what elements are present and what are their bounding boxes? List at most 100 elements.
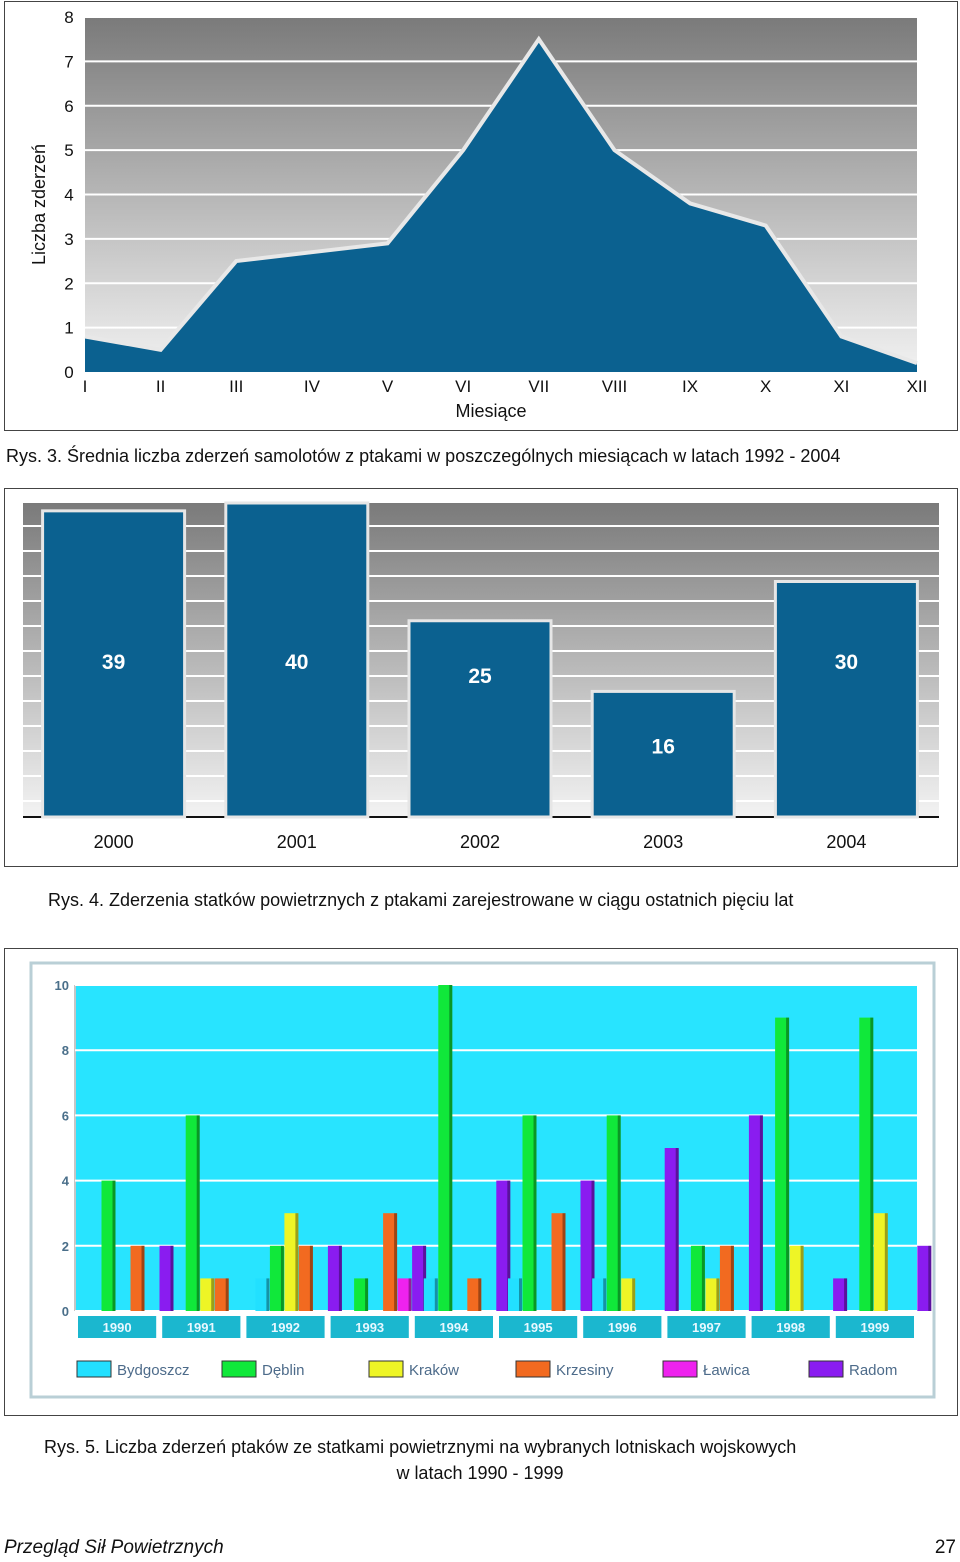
chart1-y-tick-label: 6 bbox=[64, 97, 73, 116]
chart2-x-tick-label: 2000 bbox=[94, 832, 134, 852]
chart3-bar-krzesiny bbox=[214, 1278, 229, 1311]
chart3-bar-shadow bbox=[675, 1148, 679, 1311]
chart1-x-tick-label: VIII bbox=[602, 377, 628, 396]
chart3-x-tick-label: 1991 bbox=[187, 1320, 216, 1335]
chart3-bar-shadow bbox=[519, 1278, 522, 1311]
chart3-legend-swatch-dęblin bbox=[221, 1360, 257, 1378]
chart3-bar-radom bbox=[748, 1115, 763, 1311]
chart1-y-tick-label: 1 bbox=[64, 319, 73, 338]
chart3-y-tick-label: 2 bbox=[62, 1239, 69, 1254]
chart1-y-tick-label: 5 bbox=[64, 141, 73, 160]
chart3-bar-shadow bbox=[394, 1213, 398, 1311]
chart2-bar-value-label: 16 bbox=[652, 735, 675, 758]
chart1-x-tick-label: VII bbox=[528, 377, 549, 396]
chart1-x-tick-label: IV bbox=[304, 377, 321, 396]
chart2-bar-value-label: 40 bbox=[285, 651, 308, 674]
chart3-x-tick-label: 1996 bbox=[608, 1320, 637, 1335]
chart3-bar-shadow bbox=[408, 1278, 412, 1311]
chart2-bar-value-label: 39 bbox=[102, 651, 125, 674]
chart3-bar-krzesiny bbox=[467, 1278, 482, 1311]
figure-4-panel: 39 2000 40 2001 25 2002 16 2003 30 2004 bbox=[4, 488, 958, 867]
chart3-legend-swatch-ławica bbox=[662, 1360, 698, 1378]
chart3-bar-shadow bbox=[786, 1017, 790, 1311]
chart3-year-box bbox=[751, 1316, 830, 1338]
chart2-x-tick-label: 2004 bbox=[826, 832, 866, 852]
chart3-legend-swatch-bydgoszcz bbox=[76, 1360, 112, 1378]
chart2-bar bbox=[590, 689, 736, 819]
chart3-bar-shadow bbox=[884, 1213, 888, 1311]
chart3-bar-radom bbox=[327, 1245, 342, 1311]
chart3-bar-shadow bbox=[870, 1017, 874, 1311]
chart3-bar-dęblin bbox=[354, 1278, 369, 1311]
chart3-bar-shadow bbox=[632, 1278, 636, 1311]
chart3-bar-krzesiny bbox=[551, 1213, 566, 1311]
chart1-x-tick-label: XI bbox=[833, 377, 849, 396]
chart3-bar-kraków bbox=[789, 1245, 804, 1311]
chart3-bar-bydgoszcz bbox=[255, 1278, 270, 1311]
chart3-legend-swatch-krzesiny bbox=[515, 1360, 551, 1378]
chart1-y-tick-label: 0 bbox=[64, 363, 73, 382]
chart2-bar bbox=[41, 509, 187, 819]
chart3-legend-label: Bydgoszcz bbox=[117, 1362, 190, 1379]
chart1-area-fill bbox=[85, 39, 917, 372]
chart3-legend-label: Ławica bbox=[703, 1362, 750, 1379]
chart3-bar-bydgoszcz bbox=[508, 1278, 522, 1311]
chart3-legend-label: Krzesiny bbox=[556, 1362, 614, 1379]
chart3-bar-dęblin bbox=[438, 985, 453, 1311]
chart1-y-axis-title: Liczba zderzeń bbox=[29, 144, 49, 265]
chart3-bar-shadow bbox=[701, 1245, 705, 1311]
chart3-legend-swatch-radom bbox=[808, 1360, 844, 1378]
chart3-year-box bbox=[78, 1316, 157, 1338]
figure-5-panel: 0 2 4 6 8 10 1990 1991 1992 1993 1994 1995 1996 1997 1… bbox=[4, 948, 958, 1416]
chart3-bar-dęblin bbox=[775, 1017, 790, 1311]
chart3-x-tick-label: 1993 bbox=[355, 1320, 384, 1335]
page-number: 27 bbox=[934, 1537, 956, 1558]
chart2-bar bbox=[407, 619, 553, 819]
chart1-x-tick-label: XII bbox=[907, 377, 928, 396]
chart2-bar-value-label: 25 bbox=[468, 665, 492, 688]
chart3-bar-krzesiny bbox=[719, 1245, 734, 1311]
chart3-x-tick-label: 1995 bbox=[524, 1320, 553, 1335]
caption-fig5-line1: Rys. 5. Liczba zderzeń ptaków ze statkam… bbox=[44, 1437, 797, 1457]
chart3-bar-shadow bbox=[928, 1245, 932, 1311]
chart3-bar-shadow bbox=[449, 985, 453, 1311]
chart2-x-tick-label: 2001 bbox=[277, 832, 317, 852]
chart3-bar-shadow bbox=[562, 1213, 566, 1311]
chart3-bar-kraków bbox=[284, 1213, 299, 1311]
chart3-bar-shadow bbox=[434, 1278, 438, 1311]
bar-chart-airfields: 0 2 4 6 8 10 1990 1991 1992 1993 1994 1995 1996 1997 1… bbox=[29, 961, 936, 1399]
chart3-bar-shadow bbox=[295, 1213, 299, 1311]
chart1-x-tick-label: I bbox=[83, 377, 88, 396]
chart1-x-tick-label: VI bbox=[455, 377, 471, 396]
chart1-y-tick-label: 7 bbox=[64, 52, 73, 71]
chart2-bar-value-label: 30 bbox=[835, 651, 858, 674]
chart3-bar-shadow bbox=[365, 1278, 369, 1311]
chart3-x-tick-label: 1997 bbox=[692, 1320, 721, 1335]
chart3-x-tick-label: 1990 bbox=[103, 1320, 132, 1335]
chart3-bar-radom bbox=[664, 1148, 679, 1311]
chart3-bar-dęblin bbox=[185, 1115, 200, 1311]
chart3-y-tick-label: 6 bbox=[62, 1108, 69, 1123]
bar-chart-yearly-collisions: 39 2000 40 2001 25 2002 16 2003 30 2004 bbox=[23, 501, 939, 852]
chart3-bar-shadow bbox=[309, 1245, 313, 1311]
chart3-bar-ławica bbox=[397, 1278, 412, 1311]
chart3-year-box bbox=[414, 1316, 493, 1338]
chart3-bar-shadow bbox=[716, 1278, 720, 1311]
chart3-bar-shadow bbox=[141, 1245, 145, 1311]
journal-title: Przegląd Sił Powietrznych bbox=[4, 1537, 224, 1558]
chart3-bar-radom bbox=[580, 1180, 595, 1311]
chart3-bar-radom bbox=[159, 1245, 174, 1311]
chart3-legend-label: Kraków bbox=[409, 1362, 459, 1379]
caption-fig4: Rys. 4. Zderzenia statków powietrznych z… bbox=[48, 890, 794, 910]
chart1-x-axis-title: Miesiące bbox=[455, 401, 526, 421]
chart3-bar-bydgoszcz bbox=[423, 1278, 438, 1311]
chart3-bar-kraków bbox=[873, 1213, 888, 1311]
chart3-x-tick-label: 1994 bbox=[439, 1320, 469, 1335]
caption-fig3: Rys. 3. Średnia liczba zderzeń samolotów… bbox=[6, 446, 841, 466]
chart1-x-tick-label: III bbox=[229, 377, 243, 396]
chart3-year-box bbox=[330, 1316, 409, 1338]
chart3-y-tick-label: 10 bbox=[55, 978, 69, 993]
chart3-year-box bbox=[667, 1316, 746, 1338]
chart3-y-tick-label: 0 bbox=[62, 1304, 69, 1319]
